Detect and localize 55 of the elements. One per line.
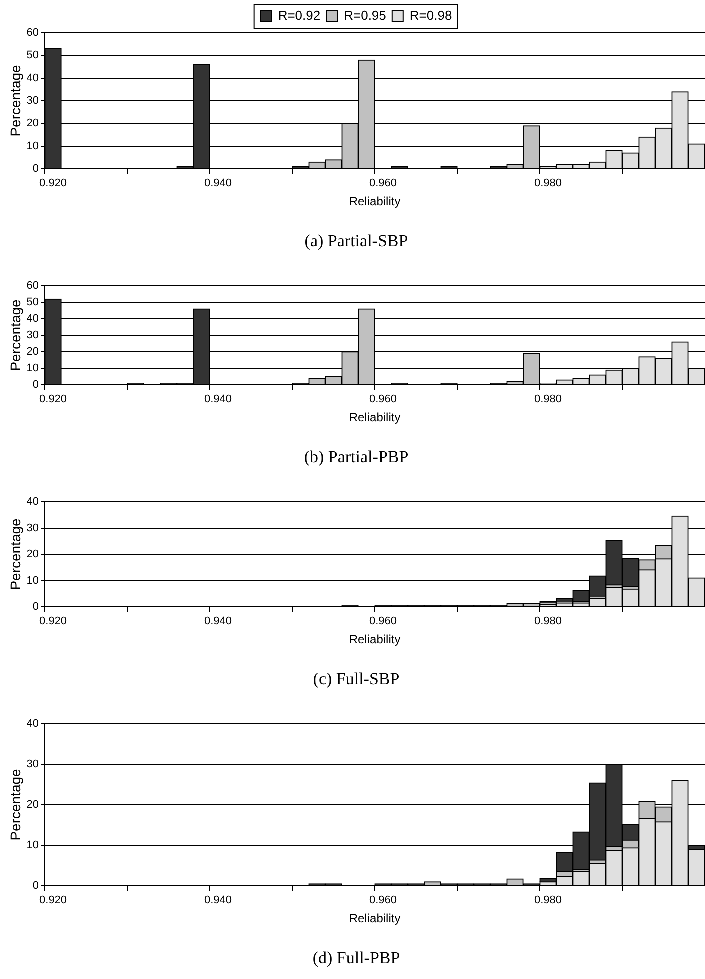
y-axis-title: Percentage xyxy=(7,768,24,841)
y-tick-label: 20 xyxy=(26,118,40,130)
x-tick-label: 0.980 xyxy=(534,394,562,406)
y-tick-label: 60 xyxy=(26,280,40,292)
y-tick-label: 30 xyxy=(26,95,40,108)
y-tick-label: 30 xyxy=(26,758,40,771)
legend-label: R=0.95 xyxy=(344,8,386,24)
y-tick-label: 10 xyxy=(26,840,40,852)
x-tick-label: 0.940 xyxy=(204,394,232,406)
y-tick-label: 0 xyxy=(32,379,40,392)
y-tick-label: 50 xyxy=(26,50,40,62)
y-axis-title: Percentage xyxy=(7,64,24,137)
text: (b) Partial-PBP xyxy=(304,447,409,466)
legend-label: R=0.92 xyxy=(278,8,321,24)
x-tick-label: 0.940 xyxy=(204,178,232,190)
y-tick-label: 20 xyxy=(26,346,40,358)
x-axis-title: Reliability xyxy=(349,912,401,926)
y-tick-label: 40 xyxy=(26,718,40,730)
x-axis-title: Reliability xyxy=(349,410,401,425)
x-tick-label: 0.960 xyxy=(370,616,398,628)
y-tick-label: 0 xyxy=(32,601,40,614)
x-tick-label: 0.920 xyxy=(40,616,68,628)
y-tick-label: 60 xyxy=(26,27,40,40)
x-axis-title: Reliability xyxy=(349,194,401,209)
x-tick-label: 0.940 xyxy=(204,894,232,907)
y-tick-label: 10 xyxy=(26,362,40,375)
y-tick-label: 10 xyxy=(26,574,40,587)
text: (c) Full-SBP xyxy=(313,669,400,688)
y-axis-title: Percentage xyxy=(7,299,24,372)
text: (d) Full-PBP xyxy=(312,948,400,968)
y-tick-label: 50 xyxy=(26,296,40,309)
y-tick-label: 0 xyxy=(32,163,40,176)
x-axis-title: Reliability xyxy=(349,632,401,647)
y-axis-title: Percentage xyxy=(7,518,24,590)
y-tick-label: 30 xyxy=(26,330,40,342)
x-tick-label: 0.940 xyxy=(204,616,232,628)
text: (a) Partial-SBP xyxy=(304,231,408,250)
y-tick-label: 40 xyxy=(26,496,40,508)
x-tick-label: 0.980 xyxy=(534,894,562,907)
x-tick-label: 0.920 xyxy=(40,394,68,406)
x-tick-label: 0.920 xyxy=(40,894,68,907)
y-tick-label: 20 xyxy=(26,799,40,812)
y-tick-label: 30 xyxy=(26,522,40,534)
y-tick-label: 10 xyxy=(26,140,40,152)
x-tick-label: 0.920 xyxy=(40,178,68,190)
x-tick-label: 0.960 xyxy=(370,394,398,406)
y-tick-label: 40 xyxy=(26,72,40,84)
x-tick-label: 0.980 xyxy=(534,616,562,628)
y-tick-label: 40 xyxy=(26,313,40,326)
y-tick-label: 20 xyxy=(26,548,40,561)
x-tick-label: 0.980 xyxy=(534,178,562,190)
y-tick-label: 0 xyxy=(32,880,40,892)
x-tick-label: 0.960 xyxy=(370,894,398,907)
legend-label: R=0.98 xyxy=(410,8,452,24)
x-tick-label: 0.960 xyxy=(370,178,398,190)
